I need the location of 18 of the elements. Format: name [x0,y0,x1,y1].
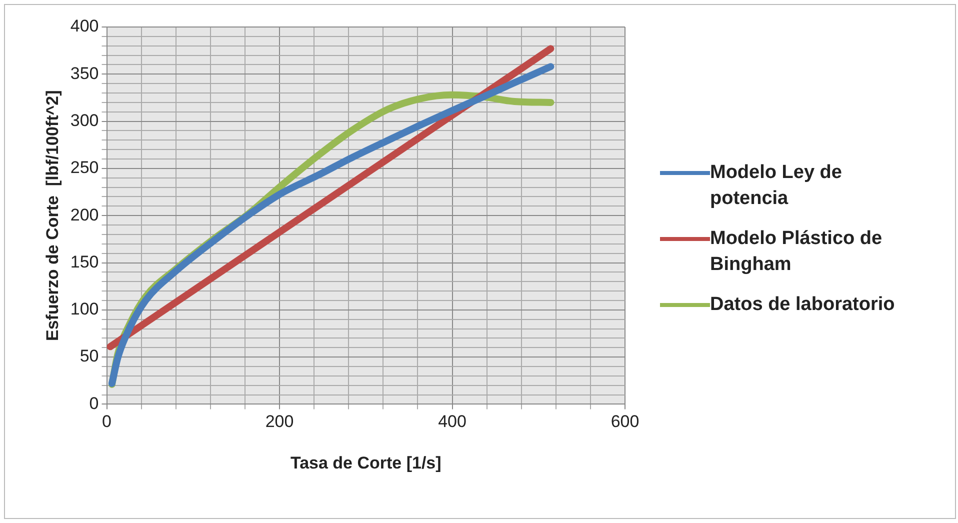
y-tick-label: 250 [70,158,99,178]
legend-label: Modelo Plástico de Bingham [710,227,884,277]
y-axis-title: Esfuerzo de Corte [lbf/100ft^2] [42,90,62,342]
legend-label: Modelo Ley de potencia [710,161,843,211]
y-tick-label: 300 [70,110,99,130]
x-axis-title: Tasa de Corte [1/s] [290,453,442,472]
y-tick-label: 50 [80,346,99,366]
x-tick-label: 400 [438,412,466,432]
y-tick-label: 200 [70,205,99,224]
y-tick-label: 0 [89,394,99,413]
legend-label: Datos de laboratorio [710,293,895,317]
x-tick-label: 200 [265,412,294,432]
x-tick-label: 600 [610,412,640,432]
y-tick-label: 150 [70,252,99,272]
y-tick-label: 400 [70,16,99,36]
x-tick-label: 0 [102,412,112,432]
y-tick-label: 350 [70,64,99,83]
y-tick-label: 100 [70,300,99,319]
